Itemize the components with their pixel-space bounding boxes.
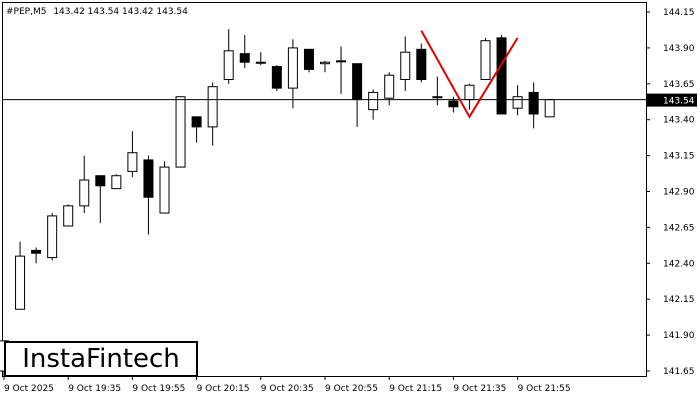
candle-body-bear (191, 116, 202, 128)
candle-33 (528, 82, 539, 129)
candle-13 (207, 82, 218, 146)
candle-body-bull (111, 175, 122, 190)
y-tick-label: 143.65 (663, 80, 695, 90)
time-axis[interactable]: 9 Oct 2025 9 Oct 19:35 9 Oct 19:55 9 Oct 20… (3, 376, 571, 394)
candle-body-bear (271, 66, 282, 89)
y-tick-label: 142.15 (663, 295, 695, 305)
candle-body-bull (512, 96, 523, 109)
candle-16 (255, 52, 266, 66)
candle-3 (47, 213, 58, 261)
candle-14 (223, 29, 234, 84)
candle-body-bull (432, 96, 443, 99)
brand-logo: InstaFintech (4, 341, 198, 377)
price-tag-bg (647, 93, 697, 107)
candle-body-bear (303, 48, 314, 70)
symbol-label: #PEP,M5 (6, 7, 46, 17)
candle-30 (480, 37, 491, 80)
x-tick-label: 9 Oct 21:55 (518, 384, 571, 394)
candle-body-bull (127, 152, 138, 172)
candle-body-bear (95, 175, 106, 187)
x-tick-label: 9 Oct 20:55 (325, 384, 378, 394)
x-tick-label: 9 Oct 19:35 (68, 384, 121, 394)
candle-25 (400, 36, 411, 91)
candle-body-bull (207, 86, 218, 128)
candle-body-bull (368, 91, 379, 111)
candle-body-bear (239, 53, 250, 63)
candle-5 (79, 155, 90, 214)
pattern-line (420, 30, 519, 119)
candle-body-bull (79, 179, 90, 207)
candle-12 (191, 116, 202, 143)
candle-31 (496, 34, 507, 115)
candle-body-bull (47, 215, 58, 259)
candle-body-bull (223, 50, 234, 80)
candle-2 (31, 247, 42, 264)
candle-body-bear (448, 100, 459, 108)
candle-17 (271, 65, 282, 91)
candle-body-bull (63, 205, 74, 227)
candle-4 (63, 204, 74, 227)
candle-body-bull (480, 40, 491, 80)
candle-15 (239, 34, 250, 69)
y-tick-label: 143.15 (663, 152, 695, 162)
candle-19 (303, 48, 314, 73)
ohlc-values: 143.42 143.54 143.42 143.54 (53, 7, 188, 17)
x-tick-label: 9 Oct 20:35 (261, 384, 314, 394)
x-tick-label: 9 Oct 2025 (4, 384, 54, 394)
candle-7 (111, 174, 122, 190)
candle-34 (544, 99, 555, 118)
chart-header: #PEP,M5 143.42 143.54 143.42 143.54 (6, 7, 188, 17)
price-axis[interactable]: 141.65 141.90 142.15 142.40 142.65 142.90 143.… (646, 8, 695, 377)
x-tick-label: 9 Oct 21:35 (453, 384, 506, 394)
candle-body-bull (544, 99, 555, 118)
candle-9 (143, 155, 154, 235)
x-tick-label: 9 Oct 20:15 (197, 384, 250, 394)
plot-frame (2, 2, 647, 377)
candle-11 (175, 96, 186, 168)
candle-body-bull (320, 61, 330, 65)
current-price-tag: 143.54 (647, 93, 697, 107)
y-tick-label: 143.90 (663, 44, 695, 54)
brand-logo-text: InstaFintech (22, 344, 180, 374)
candle-body-bear (416, 48, 427, 80)
y-tick-label: 141.65 (663, 367, 695, 377)
y-tick-label: 142.90 (663, 188, 695, 198)
candle-body-bull (336, 60, 347, 63)
candle-6 (95, 175, 106, 224)
candle-23 (368, 89, 379, 120)
candle-body-bull (175, 96, 186, 168)
candle-26 (416, 43, 427, 83)
x-tick-label: 9 Oct 21:15 (389, 384, 442, 394)
candle-body-bull (400, 51, 411, 80)
candle-body-bull (159, 166, 170, 214)
y-tick-label: 142.65 (663, 223, 695, 233)
candle-body-bull (255, 61, 266, 64)
y-tick-label: 141.90 (663, 331, 695, 341)
candle-21 (336, 46, 347, 94)
candle-1 (15, 241, 26, 310)
candle-32 (512, 85, 523, 116)
price-tag-label: 143.54 (663, 97, 695, 107)
candle-body-bull (384, 74, 395, 99)
y-tick-label: 142.40 (663, 259, 695, 269)
candle-body-bear (528, 91, 539, 115)
candle-body-bear (496, 37, 507, 115)
candle-body-bull (15, 255, 26, 310)
pattern-layer (420, 30, 519, 119)
candle-body-bull (287, 47, 298, 89)
y-tick-label: 143.40 (663, 116, 695, 126)
candle-10 (159, 161, 170, 214)
candle-body-bear (31, 249, 42, 254)
x-tick-label: 9 Oct 19:55 (132, 384, 185, 394)
candle-body-bear (352, 63, 363, 101)
candle-18 (287, 39, 298, 109)
candle-20 (320, 60, 330, 73)
candles-layer (0, 29, 555, 379)
candle-body-bull (464, 84, 475, 101)
candle-27 (432, 76, 443, 106)
candle-body-bear (143, 159, 154, 198)
candle-8 (127, 131, 138, 178)
y-tick-label: 144.15 (663, 8, 695, 18)
